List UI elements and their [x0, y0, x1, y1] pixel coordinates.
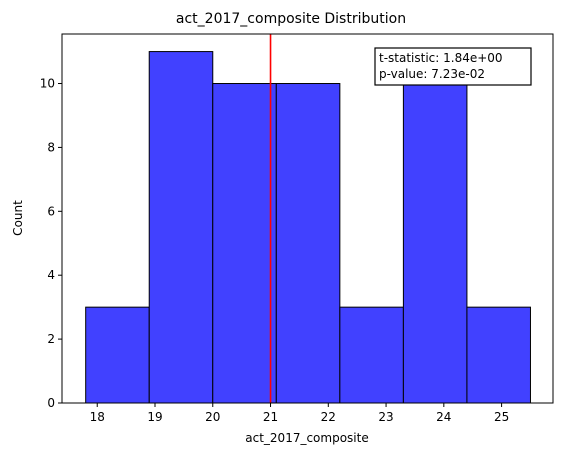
y-tick-label: 10: [40, 77, 55, 91]
histogram-bar-2: [212, 83, 277, 404]
x-tick-label: 20: [205, 410, 220, 424]
histogram-bar-3: [275, 83, 341, 404]
histogram-bar-4: [339, 306, 404, 404]
histogram-bar-6: [466, 306, 531, 404]
x-tick-label: 19: [147, 410, 162, 424]
histogram-bar-0: [85, 306, 150, 404]
y-tick-label: 4: [47, 268, 55, 282]
stats-annotation: t-statistic: 1.84e+00 p-value: 7.23e-02: [374, 47, 532, 86]
x-tick-label: 18: [90, 410, 105, 424]
bars-group: [85, 51, 531, 404]
y-tick-label: 6: [47, 204, 55, 218]
x-tick-label: 25: [494, 410, 509, 424]
x-tick-label: 22: [321, 410, 336, 424]
t-statistic-text: t-statistic: 1.84e+00: [379, 51, 503, 65]
x-axis-ticks: 18 19 20 21 22 23 24 25: [90, 403, 509, 424]
y-axis-ticks: 0 2 4 6 8 10: [40, 77, 62, 410]
x-tick-label: 23: [378, 410, 393, 424]
x-tick-label: 21: [263, 410, 278, 424]
histogram-bar-5: [402, 83, 468, 404]
y-axis-label: Count: [11, 200, 25, 236]
y-tick-label: 8: [47, 140, 55, 154]
y-tick-label: 0: [47, 396, 55, 410]
x-axis-label: act_2017_composite: [245, 431, 368, 445]
stats-box: [374, 47, 532, 86]
plot-frame: [61, 33, 554, 404]
y-tick-label: 2: [47, 332, 55, 346]
p-value-text: p-value: 7.23e-02: [379, 67, 485, 81]
x-tick-label: 24: [436, 410, 451, 424]
chart-title: act_2017_composite Distribution: [176, 11, 406, 27]
histogram-bar-1: [148, 51, 214, 404]
